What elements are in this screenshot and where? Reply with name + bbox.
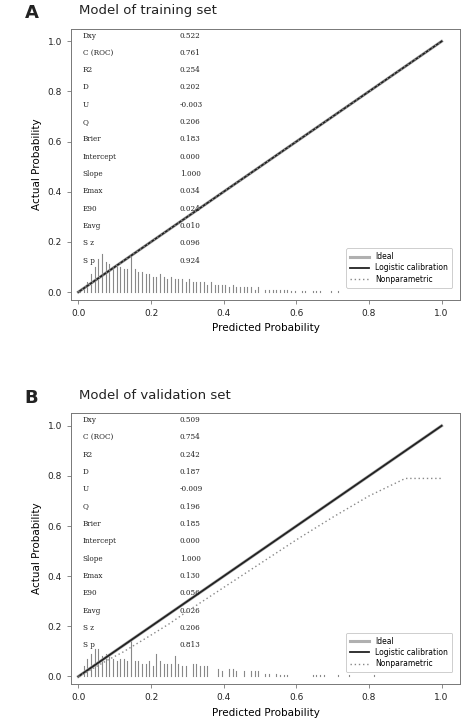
Text: 1.000: 1.000 <box>180 554 201 562</box>
Text: D: D <box>83 84 89 91</box>
Nonparametric <box>94 662 100 671</box>
Nonparametric <box>366 492 372 500</box>
Text: U: U <box>83 485 89 493</box>
Text: Dxy: Dxy <box>83 416 97 424</box>
Line: Nonparametric: Nonparametric <box>78 41 442 292</box>
Nonparametric <box>184 212 190 221</box>
Y-axis label: Actual Probability: Actual Probability <box>32 118 42 210</box>
Text: 0.754: 0.754 <box>180 433 201 441</box>
Nonparametric <box>257 559 263 568</box>
Text: 0.202: 0.202 <box>180 84 201 91</box>
Text: Model of training set: Model of training set <box>79 4 217 17</box>
Text: 0.509: 0.509 <box>180 416 201 424</box>
Nonparametric <box>112 263 118 271</box>
Nonparametric <box>130 250 136 258</box>
Text: 0.206: 0.206 <box>180 624 201 632</box>
Text: C (ROC): C (ROC) <box>83 433 113 441</box>
Nonparametric <box>330 112 336 121</box>
Line: Nonparametric: Nonparametric <box>78 478 442 677</box>
Nonparametric <box>221 583 227 592</box>
Text: 0.242: 0.242 <box>180 451 201 459</box>
Text: Emax: Emax <box>83 187 103 195</box>
Text: U: U <box>83 101 89 109</box>
Text: D: D <box>83 468 89 476</box>
Nonparametric <box>257 162 263 171</box>
Text: A: A <box>25 4 38 22</box>
Text: 0.522: 0.522 <box>180 32 201 40</box>
Text: Eavg: Eavg <box>83 606 101 615</box>
Text: R2: R2 <box>83 451 93 459</box>
Nonparametric <box>119 648 125 657</box>
Text: Eavg: Eavg <box>83 222 101 230</box>
Legend: Ideal, Logistic calibration, Nonparametric: Ideal, Logistic calibration, Nonparametr… <box>346 248 452 287</box>
Text: 0.254: 0.254 <box>180 66 201 74</box>
Text: Emax: Emax <box>83 572 103 580</box>
Text: 0.187: 0.187 <box>180 468 201 476</box>
Nonparametric <box>166 619 172 628</box>
Text: Brier: Brier <box>83 135 101 143</box>
Text: S p: S p <box>83 642 95 649</box>
Nonparametric <box>134 639 139 648</box>
Text: S z: S z <box>83 624 94 632</box>
Nonparametric <box>75 288 81 297</box>
Text: R2: R2 <box>83 66 93 74</box>
Text: Dxy: Dxy <box>83 32 97 40</box>
Nonparametric <box>83 668 89 677</box>
Text: C (ROC): C (ROC) <box>83 49 113 57</box>
Text: Intercept: Intercept <box>83 537 117 545</box>
Text: S z: S z <box>83 240 94 248</box>
Text: Intercept: Intercept <box>83 153 117 161</box>
Nonparametric <box>293 536 299 544</box>
Text: Q: Q <box>83 118 89 126</box>
Text: 0.183: 0.183 <box>180 135 201 143</box>
Nonparametric <box>75 672 81 681</box>
Nonparametric <box>83 283 89 292</box>
Text: Slope: Slope <box>83 170 103 178</box>
X-axis label: Predicted Probability: Predicted Probability <box>211 323 319 333</box>
Text: E90: E90 <box>83 204 97 213</box>
X-axis label: Predicted Probability: Predicted Probability <box>211 708 319 718</box>
Text: 0.206: 0.206 <box>180 118 201 126</box>
Text: 0.096: 0.096 <box>180 240 201 248</box>
Nonparametric <box>148 631 154 639</box>
Text: B: B <box>25 389 38 407</box>
Nonparametric <box>330 513 336 521</box>
Legend: Ideal, Logistic calibration, Nonparametric: Ideal, Logistic calibration, Nonparametr… <box>346 633 452 672</box>
Text: S p: S p <box>83 257 95 265</box>
Nonparametric <box>366 87 372 96</box>
Text: Q: Q <box>83 503 89 510</box>
Text: 0.130: 0.130 <box>180 572 201 580</box>
Text: 1.000: 1.000 <box>180 170 201 178</box>
Text: 0.924: 0.924 <box>180 257 201 265</box>
Text: 0.026: 0.026 <box>180 606 201 615</box>
Text: 0.761: 0.761 <box>180 49 201 57</box>
Text: E90: E90 <box>83 589 97 597</box>
Nonparametric <box>439 37 445 45</box>
Text: 0.813: 0.813 <box>180 642 201 649</box>
Text: 0.056: 0.056 <box>180 589 201 597</box>
Y-axis label: Actual Probability: Actual Probability <box>32 503 42 595</box>
Text: Model of validation set: Model of validation set <box>79 389 231 402</box>
Nonparametric <box>148 238 154 246</box>
Text: 0.185: 0.185 <box>180 520 201 528</box>
Nonparametric <box>293 138 299 146</box>
Text: 0.034: 0.034 <box>180 187 201 195</box>
Text: 0.010: 0.010 <box>180 222 201 230</box>
Text: Brier: Brier <box>83 520 101 528</box>
Nonparametric <box>221 187 227 196</box>
Text: 0.000: 0.000 <box>180 153 201 161</box>
Text: Slope: Slope <box>83 554 103 562</box>
Text: 0.196: 0.196 <box>180 503 201 510</box>
Nonparametric <box>184 607 190 616</box>
Nonparametric <box>105 656 110 665</box>
Nonparametric <box>166 225 172 234</box>
Nonparametric <box>402 474 408 482</box>
Nonparametric <box>402 62 408 71</box>
Text: -0.003: -0.003 <box>180 101 203 109</box>
Text: 0.000: 0.000 <box>180 537 201 545</box>
Nonparametric <box>439 474 445 482</box>
Nonparametric <box>94 275 100 284</box>
Text: -0.009: -0.009 <box>180 485 203 493</box>
Text: 0.024: 0.024 <box>180 204 201 213</box>
